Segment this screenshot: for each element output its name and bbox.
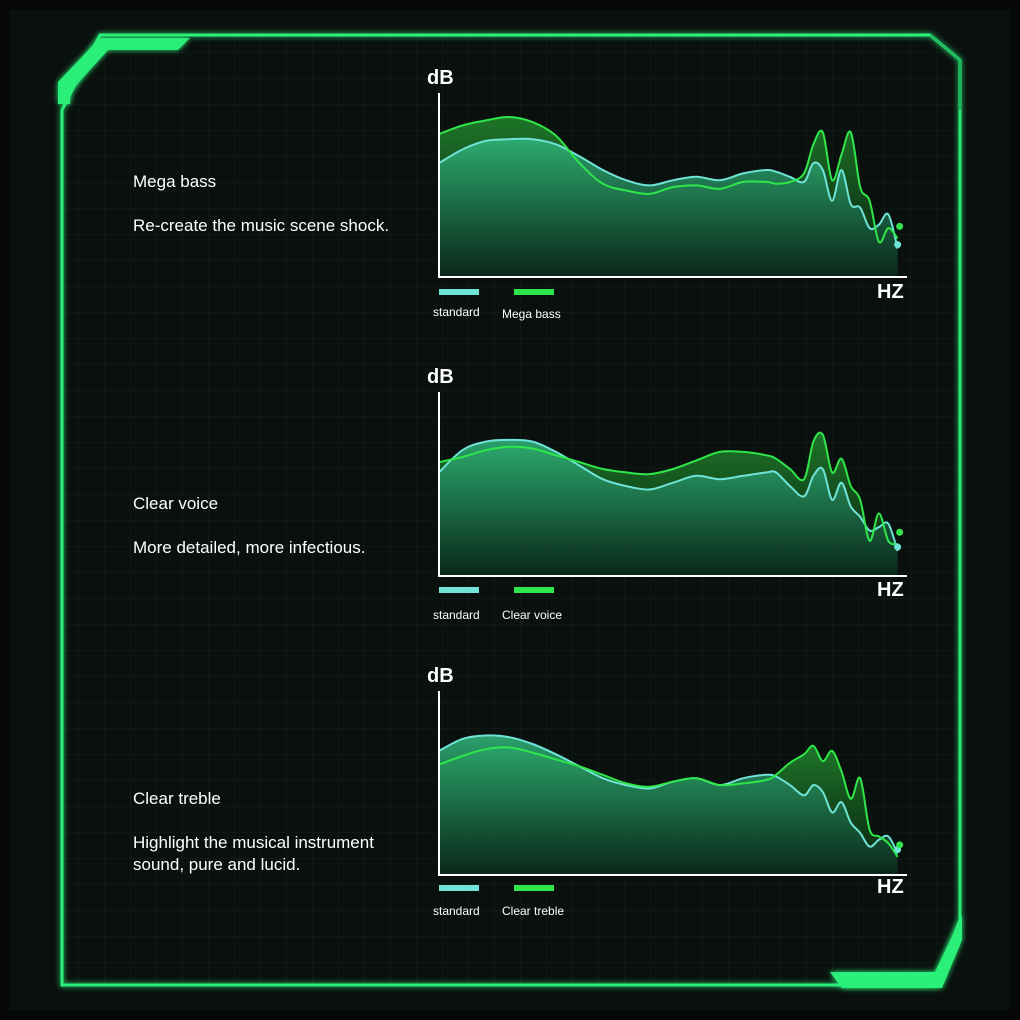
legend-label-enhanced: Mega bass [502, 307, 561, 321]
panel-title: Clear treble [133, 789, 221, 808]
chart-clear-voice: dB HZ standard Clear voice [425, 362, 915, 622]
legend-label-standard: standard [433, 904, 480, 918]
line-standard [438, 137, 899, 249]
area-standard [439, 439, 898, 575]
frame-corner-top-left [58, 38, 190, 104]
legend-label-enhanced: Clear voice [502, 608, 563, 622]
line-enhanced [438, 115, 899, 244]
x-axis-label: HZ [877, 579, 904, 601]
area-standard [439, 138, 898, 276]
chart-mega-bass: dB HZ standard Mega bass [425, 63, 915, 321]
endpoint-enhanced [896, 528, 904, 536]
frame-corner-bottom-right [830, 916, 962, 988]
line-standard [438, 438, 899, 552]
panel-text-clear-voice: Clear voice More detailed, more infectio… [133, 471, 365, 581]
chart-clear-treble: dB HZ standard Clear treble [425, 661, 915, 918]
chart-svg [438, 93, 907, 278]
y-axis-label: dB [427, 67, 454, 89]
line-enhanced [438, 744, 899, 858]
legend-label-enhanced: Clear treble [502, 904, 565, 918]
frame-accent-top-right [929, 34, 961, 110]
x-axis-label: HZ [877, 281, 904, 303]
chart-svg [438, 392, 907, 577]
legend-swatch-enhanced [514, 289, 554, 295]
line-standard [438, 734, 899, 854]
line-enhanced [438, 431, 898, 546]
panel-text-mega-bass: Mega bass Re-create the music scene shoc… [133, 149, 389, 259]
legend-swatch-standard [439, 885, 479, 891]
legend-swatch-standard [439, 289, 479, 295]
legend-label-standard: standard [433, 608, 480, 622]
panel-title: Mega bass [133, 172, 217, 191]
y-axis-label: dB [427, 366, 454, 388]
legend-label-standard: standard [433, 305, 480, 319]
legend-swatch-standard [439, 587, 479, 593]
panel-title: Clear voice [133, 494, 219, 513]
panel-text-clear-treble: Clear treble Highlight the musical instr… [133, 766, 374, 898]
legend-swatch-enhanced [514, 587, 554, 593]
endpoint-enhanced [896, 222, 904, 230]
y-axis-label: dB [427, 665, 454, 687]
x-axis-label: HZ [877, 876, 904, 898]
endpoint-standard [894, 543, 902, 551]
panel-description: Highlight the musical instrument sound, … [133, 833, 374, 874]
chart-svg [438, 691, 907, 876]
endpoint-standard [894, 241, 902, 249]
panel-description: More detailed, more infectious. [133, 538, 366, 557]
endpoint-enhanced [896, 841, 904, 849]
area-standard [439, 735, 898, 874]
legend-swatch-enhanced [514, 885, 554, 891]
panel-description: Re-create the music scene shock. [133, 216, 390, 235]
